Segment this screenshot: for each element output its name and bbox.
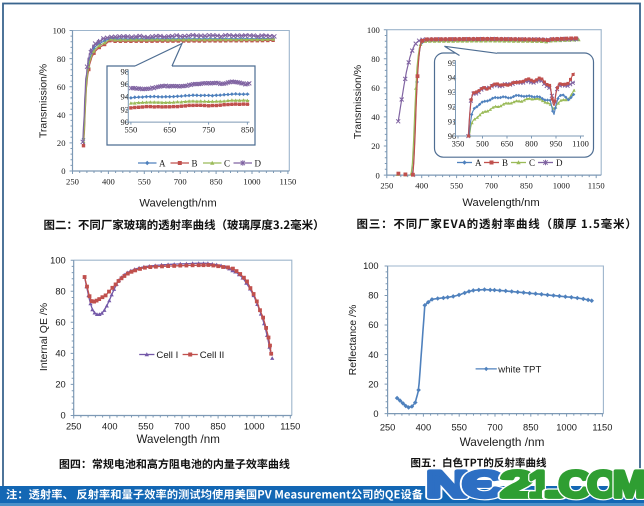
svg-text:40: 40 — [55, 349, 65, 359]
svg-text:800: 800 — [525, 139, 538, 149]
svg-text:60: 60 — [55, 318, 65, 328]
svg-text:1000: 1000 — [556, 423, 577, 433]
svg-text:400: 400 — [416, 423, 432, 433]
svg-text:850: 850 — [210, 177, 223, 187]
svg-text:1100: 1100 — [572, 139, 589, 149]
svg-text:B: B — [502, 158, 508, 168]
svg-text:Reflectance /%: Reflectance /% — [347, 305, 359, 376]
svg-text:A: A — [159, 159, 166, 169]
svg-text:Transmission/%: Transmission/% — [38, 64, 50, 138]
svg-text:40: 40 — [368, 350, 378, 360]
svg-text:93: 93 — [448, 87, 457, 97]
svg-text:550: 550 — [138, 177, 151, 187]
svg-text:60: 60 — [368, 320, 378, 330]
svg-text:1150: 1150 — [280, 422, 300, 432]
svg-text:Cell II: Cell II — [200, 350, 225, 361]
svg-text:90: 90 — [448, 131, 457, 141]
svg-text:550: 550 — [451, 423, 467, 433]
svg-text:850: 850 — [520, 181, 533, 191]
svg-text:20: 20 — [55, 380, 65, 390]
svg-text:Transmission/%: Transmission/% — [352, 65, 364, 139]
svg-text:white TPT: white TPT — [497, 364, 541, 375]
svg-text:D: D — [556, 158, 563, 168]
svg-text:100: 100 — [53, 26, 66, 36]
svg-text:250: 250 — [380, 423, 396, 433]
svg-text:0: 0 — [61, 166, 65, 176]
svg-text:1000: 1000 — [243, 177, 260, 187]
svg-text:400: 400 — [102, 422, 118, 432]
svg-text:1150: 1150 — [588, 181, 605, 191]
svg-text:Cell I: Cell I — [156, 350, 178, 361]
svg-text:60: 60 — [371, 83, 380, 93]
svg-text:80: 80 — [371, 54, 380, 64]
svg-text:Wavelength /nm: Wavelength /nm — [460, 435, 545, 449]
svg-text:B: B — [192, 159, 198, 169]
svg-text:350: 350 — [452, 139, 465, 149]
svg-text:250: 250 — [66, 422, 82, 432]
svg-text:A: A — [475, 158, 482, 168]
svg-text:700: 700 — [174, 177, 187, 187]
svg-text:850: 850 — [210, 422, 226, 432]
svg-text:C: C — [224, 159, 230, 169]
svg-text:90: 90 — [121, 117, 130, 127]
svg-text:92: 92 — [448, 102, 457, 112]
svg-text:0: 0 — [376, 170, 380, 180]
svg-text:20: 20 — [57, 138, 66, 148]
svg-text:950: 950 — [550, 139, 563, 149]
svg-text:60: 60 — [57, 82, 66, 92]
svg-text:94: 94 — [448, 73, 457, 83]
svg-text:D: D — [255, 159, 262, 169]
svg-text:20: 20 — [371, 141, 380, 151]
svg-text:94: 94 — [121, 92, 130, 102]
svg-text:550: 550 — [125, 125, 138, 135]
svg-text:20: 20 — [368, 379, 378, 389]
svg-text:Wavelength/nm: Wavelength/nm — [139, 198, 216, 210]
svg-text:0: 0 — [373, 409, 378, 419]
svg-text:Wavelength /nm: Wavelength /nm — [137, 433, 220, 446]
svg-text:700: 700 — [487, 423, 503, 433]
svg-text:400: 400 — [415, 181, 428, 191]
svg-text:1000: 1000 — [553, 181, 570, 191]
svg-text:850: 850 — [241, 125, 254, 135]
svg-text:550: 550 — [450, 181, 463, 191]
svg-text:550: 550 — [138, 422, 154, 432]
svg-text:700: 700 — [174, 422, 190, 432]
svg-text:40: 40 — [371, 112, 380, 122]
svg-text:700: 700 — [485, 181, 498, 191]
svg-text:100: 100 — [367, 25, 380, 35]
svg-text:1150: 1150 — [279, 177, 296, 187]
svg-text:98: 98 — [121, 67, 130, 77]
svg-text:Internal QE /%: Internal QE /% — [38, 303, 50, 371]
svg-text:80: 80 — [57, 54, 66, 64]
svg-text:100: 100 — [50, 255, 66, 265]
svg-text:850: 850 — [523, 423, 539, 433]
svg-text:80: 80 — [368, 291, 378, 301]
svg-text:40: 40 — [57, 110, 66, 120]
svg-text:650: 650 — [501, 139, 514, 149]
svg-text:0: 0 — [61, 411, 66, 421]
svg-text:100: 100 — [363, 261, 379, 271]
svg-text:96: 96 — [121, 79, 130, 89]
svg-text:95: 95 — [448, 58, 457, 68]
svg-text:250: 250 — [66, 177, 79, 187]
svg-text:91: 91 — [448, 116, 457, 126]
svg-text:C: C — [529, 158, 535, 168]
svg-text:80: 80 — [55, 287, 65, 297]
svg-text:1000: 1000 — [244, 422, 265, 432]
svg-text:1150: 1150 — [592, 423, 612, 433]
svg-text:Wavelength/nm: Wavelength/nm — [462, 197, 539, 209]
svg-text:750: 750 — [202, 125, 215, 135]
svg-text:250: 250 — [380, 181, 393, 191]
svg-text:500: 500 — [476, 139, 489, 149]
svg-text:92: 92 — [121, 104, 130, 114]
svg-text:650: 650 — [163, 125, 176, 135]
svg-text:400: 400 — [102, 177, 115, 187]
